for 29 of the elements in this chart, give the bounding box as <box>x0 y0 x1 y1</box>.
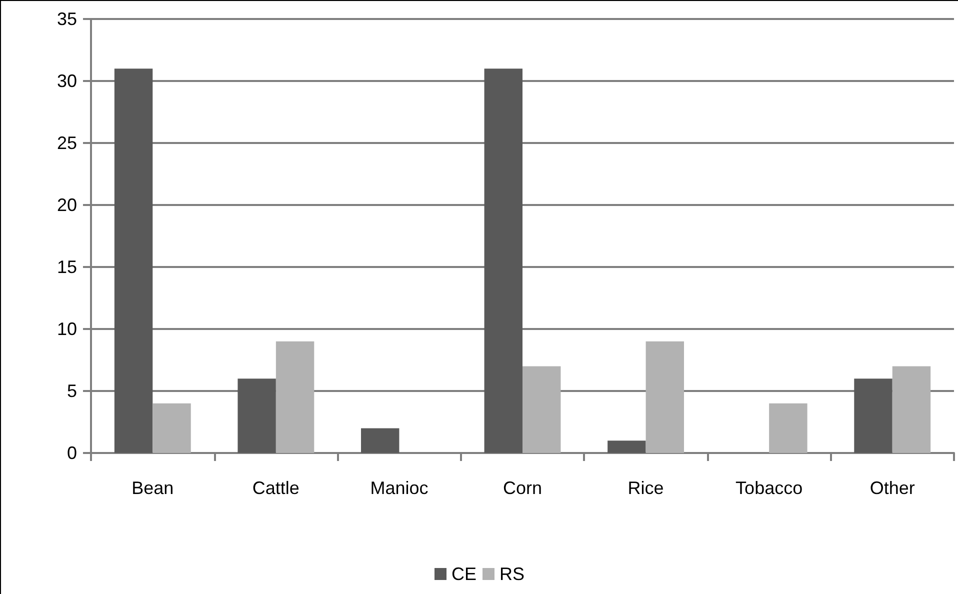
x-tick-label: Cattle <box>252 478 300 498</box>
bar <box>854 378 892 453</box>
bar <box>522 366 561 453</box>
y-tick-label: 30 <box>56 71 77 91</box>
x-tick-label: Corn <box>502 478 542 498</box>
x-tick-label: Manioc <box>370 478 428 498</box>
bar <box>360 428 400 453</box>
y-tick-label: 10 <box>56 319 77 339</box>
x-tick-label: Other <box>870 478 915 498</box>
bar <box>484 68 522 453</box>
y-tick-label: 0 <box>66 443 77 463</box>
bar <box>769 403 808 453</box>
bar <box>646 341 684 453</box>
bar <box>152 403 191 453</box>
bar <box>892 366 931 453</box>
y-tick-label: 35 <box>56 9 77 29</box>
bar <box>276 341 314 453</box>
x-tick-label: Rice <box>628 478 664 498</box>
legend-label: CE <box>451 564 477 584</box>
y-tick-label: 5 <box>66 381 77 401</box>
bar <box>114 68 153 453</box>
x-tick-label: Tobacco <box>736 478 803 498</box>
bar <box>608 440 646 453</box>
y-tick-label: 15 <box>56 257 77 277</box>
x-tick-label: Bean <box>132 478 174 498</box>
y-tick-label: 25 <box>56 133 77 153</box>
legend-label: RS <box>500 564 525 584</box>
y-tick-label: 20 <box>56 195 77 215</box>
bar <box>238 378 276 453</box>
